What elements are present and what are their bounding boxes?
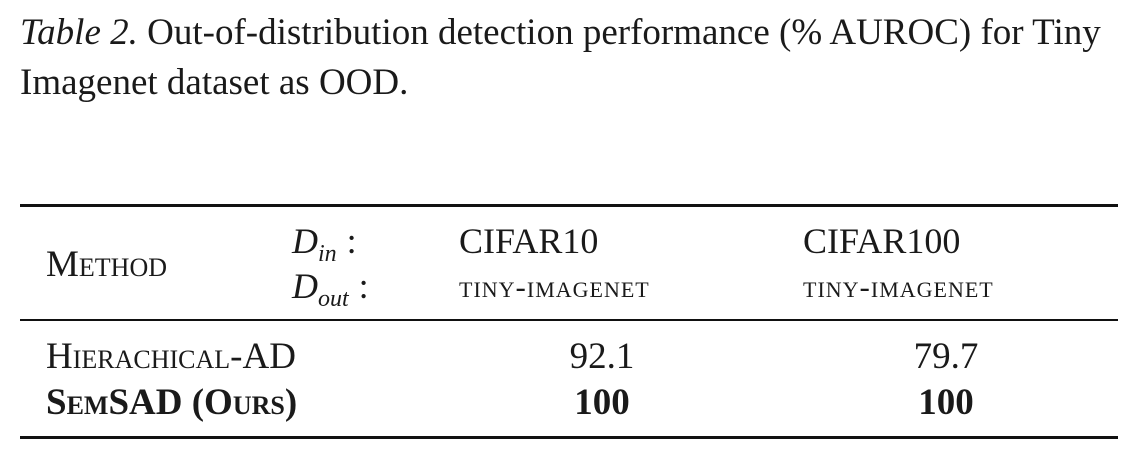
din-subscript: in [318, 241, 337, 267]
method-header: Method [46, 244, 167, 285]
column-header-out-1: tiny-imagenet [459, 269, 650, 304]
table-top-rule [20, 204, 1118, 207]
caption-text: Out-of-distribution detection performanc… [20, 12, 1101, 103]
row-method-hierachical-ad: Hierachical-AD [46, 336, 296, 377]
dout-symbol: D [292, 266, 318, 306]
row1-value-cifar10: 92.1 [569, 336, 635, 377]
column-header-in-cifar10: CIFAR10 [459, 221, 599, 261]
column-header-in-cifar100: CIFAR100 [803, 221, 961, 261]
table-bottom-rule [20, 436, 1118, 439]
dout-subscript: out [318, 286, 349, 312]
caption-label: Table 2. [20, 12, 138, 53]
row2-value-cifar100: 100 [918, 382, 974, 423]
din-symbol: D [292, 221, 318, 261]
dout-label: Dout: [292, 265, 369, 313]
din-colon: : [346, 221, 357, 261]
din-label: Din: [292, 220, 357, 268]
row-method-semsad: SemSAD (Ours) [46, 382, 298, 423]
row2-value-cifar10: 100 [574, 382, 630, 423]
row1-value-cifar100: 79.7 [913, 336, 979, 377]
column-header-out-2: tiny-imagenet [803, 269, 994, 304]
table-caption: Table 2. Out-of-distribution detection p… [20, 8, 1120, 108]
dout-colon: : [358, 266, 369, 306]
table-mid-rule [20, 319, 1118, 321]
